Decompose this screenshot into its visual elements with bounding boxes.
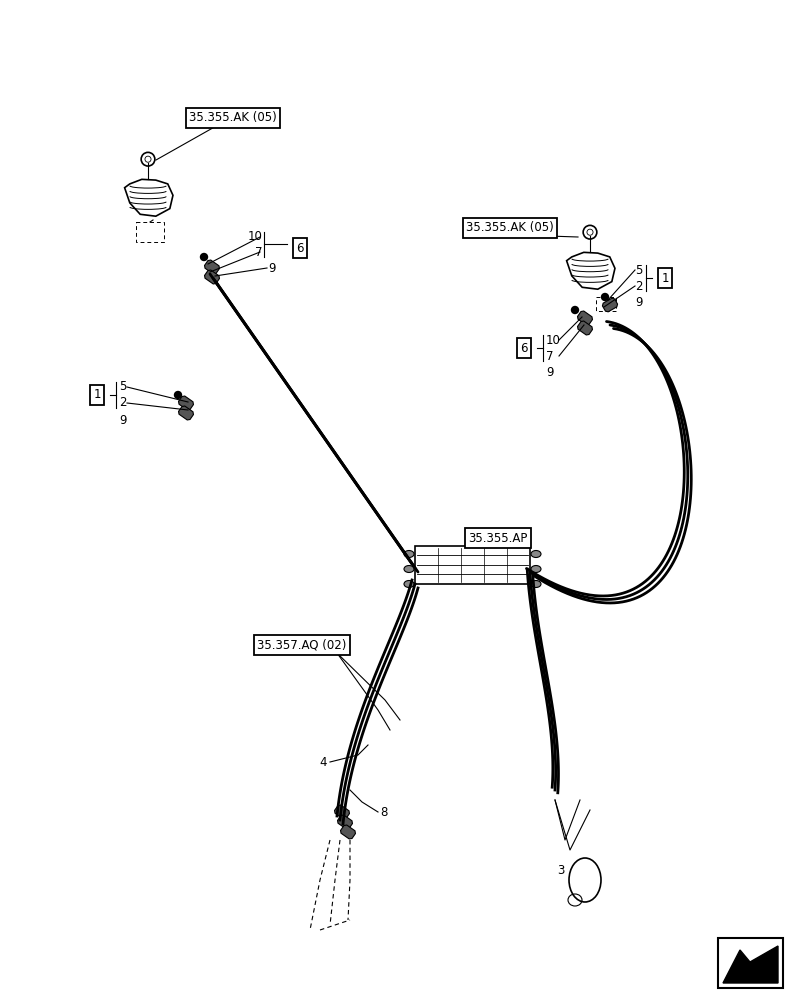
- Circle shape: [587, 229, 593, 235]
- Polygon shape: [603, 298, 617, 312]
- Text: 9: 9: [636, 296, 643, 308]
- Text: 2: 2: [119, 396, 127, 410]
- Text: 9: 9: [268, 261, 276, 274]
- Text: 4: 4: [319, 756, 327, 768]
- Ellipse shape: [404, 566, 414, 572]
- Text: 3: 3: [558, 863, 565, 876]
- Polygon shape: [179, 396, 193, 410]
- Text: 7: 7: [546, 350, 553, 362]
- Circle shape: [601, 294, 608, 300]
- Text: 1: 1: [93, 388, 101, 401]
- Text: 5: 5: [636, 263, 643, 276]
- Text: 35.355.AK (05): 35.355.AK (05): [189, 111, 277, 124]
- Text: 9: 9: [119, 414, 127, 428]
- Polygon shape: [338, 815, 352, 829]
- Text: 6: 6: [297, 241, 304, 254]
- Bar: [415, 546, 530, 584]
- Polygon shape: [179, 406, 193, 420]
- Text: 2: 2: [636, 279, 643, 292]
- Polygon shape: [723, 946, 778, 983]
- Bar: [596, 297, 616, 311]
- Text: 1: 1: [661, 271, 669, 284]
- Text: 35.357.AQ (02): 35.357.AQ (02): [257, 639, 347, 652]
- Bar: [718, 938, 783, 988]
- Ellipse shape: [531, 566, 541, 572]
- Polygon shape: [204, 260, 220, 274]
- Text: 5: 5: [119, 380, 126, 393]
- Polygon shape: [204, 270, 220, 284]
- Circle shape: [175, 391, 182, 398]
- Bar: [136, 222, 164, 242]
- Circle shape: [145, 156, 151, 162]
- Circle shape: [571, 306, 579, 314]
- Text: 35.355.AK (05): 35.355.AK (05): [466, 222, 553, 234]
- Ellipse shape: [531, 580, 541, 587]
- Circle shape: [200, 253, 208, 260]
- Ellipse shape: [404, 580, 414, 587]
- Ellipse shape: [531, 550, 541, 558]
- Text: 9: 9: [546, 365, 553, 378]
- Polygon shape: [578, 321, 592, 335]
- Ellipse shape: [404, 550, 414, 558]
- Text: 6: 6: [520, 342, 528, 355]
- Text: 7: 7: [255, 245, 263, 258]
- Text: 10: 10: [248, 231, 263, 243]
- Text: 8: 8: [380, 806, 387, 818]
- Polygon shape: [335, 805, 349, 819]
- Polygon shape: [578, 311, 592, 325]
- Polygon shape: [340, 825, 356, 839]
- Text: 35.355.AP: 35.355.AP: [469, 532, 528, 544]
- Text: 10: 10: [546, 334, 561, 347]
